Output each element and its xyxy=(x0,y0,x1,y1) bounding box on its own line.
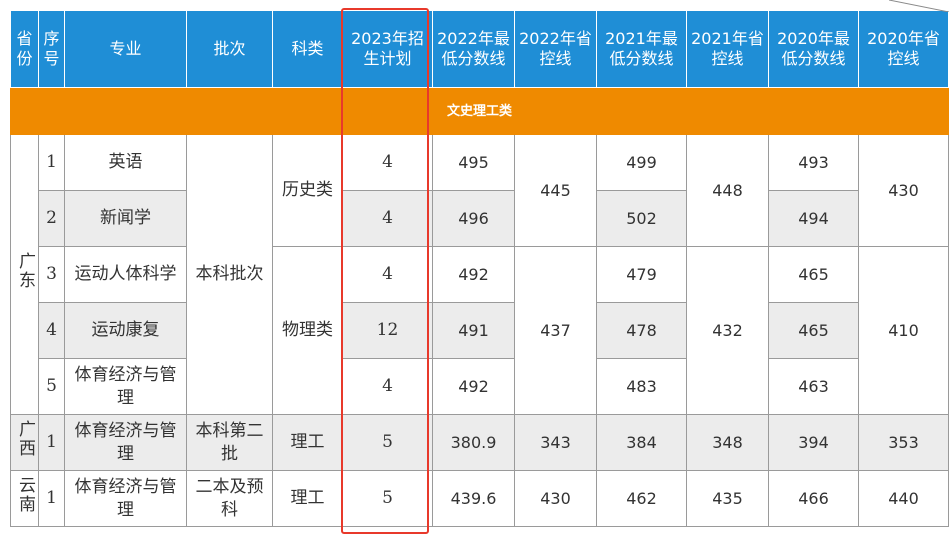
table-row: 广西 1 体育经济与管理 本科第二批 理工 5 380.9 343 384 34… xyxy=(10,414,949,471)
min2020-cell: 493 xyxy=(768,134,859,191)
ctrl2020-cell: 353 xyxy=(858,414,949,471)
min2022-cell: 380.9 xyxy=(432,414,515,471)
seq-cell: 5 xyxy=(38,358,65,415)
ctrl2020-cell: 430 xyxy=(858,134,949,247)
seq-cell: 4 xyxy=(38,302,65,359)
major-cell: 新闻学 xyxy=(64,190,187,247)
min2022-cell: 439.6 xyxy=(432,470,515,527)
header-batch: 批次 xyxy=(186,10,273,88)
min2021-cell: 483 xyxy=(596,358,687,415)
header-seq: 序号 xyxy=(38,10,65,88)
table-header: 省份 序号 专业 批次 科类 2023年招生计划 2022年最低分数线 2022… xyxy=(10,10,949,88)
province-yunnan: 云南 xyxy=(15,476,35,514)
ctrl2021-cell: 432 xyxy=(686,246,769,415)
plan-cell: 5 xyxy=(342,470,433,527)
seq-cell: 1 xyxy=(38,470,65,527)
min2022-cell: 491 xyxy=(432,302,515,359)
subject-cell: 物理类 xyxy=(272,246,343,415)
header-subject: 科类 xyxy=(272,10,343,88)
province-cell: 云南 xyxy=(10,470,39,527)
plan-cell: 4 xyxy=(342,190,433,247)
major-cell: 体育经济与管理 xyxy=(64,414,187,471)
header-plan-2023: 2023年招生计划 xyxy=(342,10,433,88)
batch-cell: 本科第二批 xyxy=(186,414,273,471)
plan-cell: 12 xyxy=(342,302,433,359)
ctrl2022-cell: 445 xyxy=(514,134,597,247)
header-ctrl-2022: 2022年省控线 xyxy=(514,10,597,88)
batch-cell: 二本及预科 xyxy=(186,470,273,527)
header-min-2022: 2022年最低分数线 xyxy=(432,10,515,88)
header-min-2021: 2021年最低分数线 xyxy=(596,10,687,88)
min2020-cell: 466 xyxy=(768,470,859,527)
ctrl2021-cell: 435 xyxy=(686,470,769,527)
table-row: 5 体育经济与管理 4 492 483 463 xyxy=(11,358,949,415)
min2021-cell: 499 xyxy=(596,134,687,191)
seq-cell: 1 xyxy=(38,134,65,191)
province-cell: 广西 xyxy=(10,414,39,471)
major-cell: 体育经济与管理 xyxy=(64,470,187,527)
table-row: 2 新闻学 4 496 502 494 xyxy=(11,190,949,247)
batch-cell: 本科批次 xyxy=(186,134,273,415)
plan-cell: 5 xyxy=(342,414,433,471)
min2020-cell: 463 xyxy=(768,358,859,415)
table-row: 3 运动人体科学 物理类 4 492 437 479 432 465 410 xyxy=(11,246,949,415)
seq-cell: 1 xyxy=(38,414,65,471)
ctrl2021-cell: 348 xyxy=(686,414,769,471)
ctrl2020-cell: 410 xyxy=(858,246,949,415)
ctrl2022-cell: 343 xyxy=(514,414,597,471)
category-row: 文史理工类 xyxy=(10,87,949,135)
min2020-cell: 394 xyxy=(768,414,859,471)
subject-cell: 理工 xyxy=(272,470,343,527)
category-label: 文史理工类 xyxy=(10,87,949,135)
plan-cell: 4 xyxy=(342,358,433,415)
table-row: 4 运动康复 12 491 478 465 xyxy=(11,302,949,359)
ctrl2022-cell: 430 xyxy=(514,470,597,527)
min2021-cell: 384 xyxy=(596,414,687,471)
major-cell: 体育经济与管理 xyxy=(64,358,187,415)
major-cell: 英语 xyxy=(64,134,187,191)
header-major: 专业 xyxy=(64,10,187,88)
min2022-cell: 495 xyxy=(432,134,515,191)
plan-cell: 4 xyxy=(342,134,433,191)
plan-cell: 4 xyxy=(342,246,433,303)
header-ctrl-2021: 2021年省控线 xyxy=(686,10,769,88)
min2020-cell: 465 xyxy=(768,302,859,359)
min2020-cell: 465 xyxy=(768,246,859,303)
ctrl2022-cell: 437 xyxy=(514,246,597,415)
min2021-cell: 479 xyxy=(596,246,687,303)
table-row: 广东 1 英语 本科批次 历史类 4 495 445 499 448 493 4… xyxy=(10,134,949,415)
province-cell: 广东 xyxy=(10,134,39,415)
min2021-cell: 462 xyxy=(596,470,687,527)
major-cell: 运动人体科学 xyxy=(64,246,187,303)
header-min-2020: 2020年最低分数线 xyxy=(768,10,859,88)
admission-scores-table: 省份 序号 专业 批次 科类 2023年招生计划 2022年最低分数线 2022… xyxy=(10,10,949,527)
ctrl2020-cell: 440 xyxy=(858,470,949,527)
min2021-cell: 502 xyxy=(596,190,687,247)
header-province: 省份 xyxy=(10,10,39,88)
table-row: 云南 1 体育经济与管理 二本及预科 理工 5 439.6 430 462 43… xyxy=(10,470,949,527)
min2022-cell: 492 xyxy=(432,246,515,303)
province-guangxi: 广西 xyxy=(15,420,35,458)
min2022-cell: 492 xyxy=(432,358,515,415)
subject-cell: 理工 xyxy=(272,414,343,471)
min2022-cell: 496 xyxy=(432,190,515,247)
min2021-cell: 478 xyxy=(596,302,687,359)
seq-cell: 3 xyxy=(38,246,65,303)
province-guangdong: 广东 xyxy=(15,252,35,290)
major-cell: 运动康复 xyxy=(64,302,187,359)
subject-cell: 历史类 xyxy=(272,134,343,247)
min2020-cell: 494 xyxy=(768,190,859,247)
seq-cell: 2 xyxy=(38,190,65,247)
admission-table-wrapper: 省份 序号 专业 批次 科类 2023年招生计划 2022年最低分数线 2022… xyxy=(10,10,949,527)
ctrl2021-cell: 448 xyxy=(686,134,769,247)
header-ctrl-2020: 2020年省控线 xyxy=(858,10,949,88)
